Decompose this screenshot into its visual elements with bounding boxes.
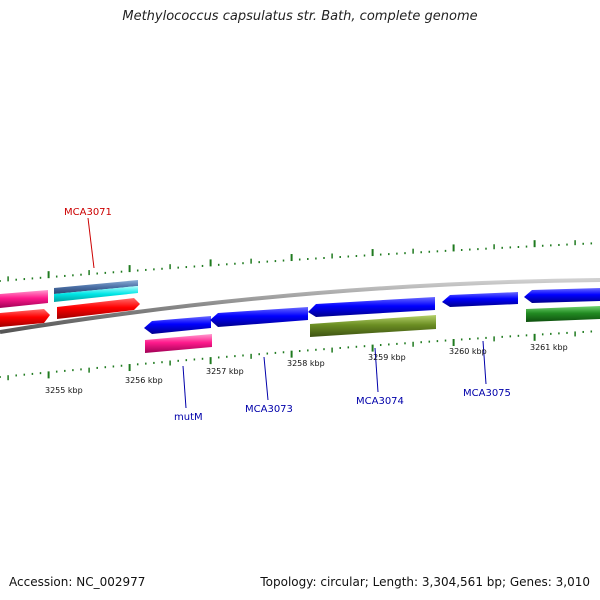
tick-label-3258: 3258 kbp [287,359,325,368]
gene-feature-blue-2[interactable] [308,297,435,317]
tick-label-3261: 3261 kbp [530,343,568,352]
leader-mutM [182,365,187,409]
gene-label-MCA3074[interactable]: MCA3074 [356,396,404,407]
gene-feature-blue-right[interactable] [524,288,600,303]
gene-feature-cds-left[interactable] [0,309,50,327]
leader-MCA3075 [482,340,487,385]
gene-feature-MCA3074[interactable] [310,315,436,337]
gene-label-MCA3075[interactable]: MCA3075 [463,388,511,399]
gene-feature-MCA3071-upper[interactable] [54,280,138,294]
tick-label-3260: 3260 kbp [449,347,487,356]
genome-backbone [0,278,600,334]
gene-label-mutM[interactable]: mutM [174,412,203,423]
gene-feature-cds-red[interactable] [57,298,140,319]
tick-marks [0,240,593,381]
label-leaders [87,217,487,409]
gene-feature-green-right[interactable] [526,306,600,322]
tick-label-3255: 3255 kbp [45,386,83,395]
axis-tick-labels: 3255 kbp 3256 kbp 3257 kbp 3258 kbp 3259… [45,343,568,395]
leader-MCA3073 [263,356,269,401]
accession-text: Accession: NC_002977 [9,575,146,589]
tick-label-3256: 3256 kbp [125,376,163,385]
gene-feature-mutM[interactable] [145,334,212,353]
tick-label-3259: 3259 kbp [368,353,406,362]
gene-feature-MCA3073[interactable] [210,307,308,327]
gene-labels: MCA3071 mutM MCA3073 MCA3074 MCA3075 [64,207,511,423]
genome-summary-text: Topology: circular; Length: 3,304,561 bp… [260,575,590,589]
gene-label-MCA3071[interactable]: MCA3071 [64,207,112,218]
map-title: Methylococcus capsulatus str. Bath, comp… [122,9,478,24]
tick-label-3257: 3257 kbp [206,367,244,376]
feature-track [0,280,600,353]
gene-feature-MCA3075[interactable] [442,292,518,307]
gene-feature-MCA3071-lower[interactable] [54,286,138,302]
gene-feature-rna-left[interactable] [0,290,48,308]
gene-label-MCA3073[interactable]: MCA3073 [245,404,293,415]
gene-feature-blue-1[interactable] [144,316,211,334]
leader-MCA3071 [87,217,95,269]
leader-MCA3074 [374,347,379,393]
